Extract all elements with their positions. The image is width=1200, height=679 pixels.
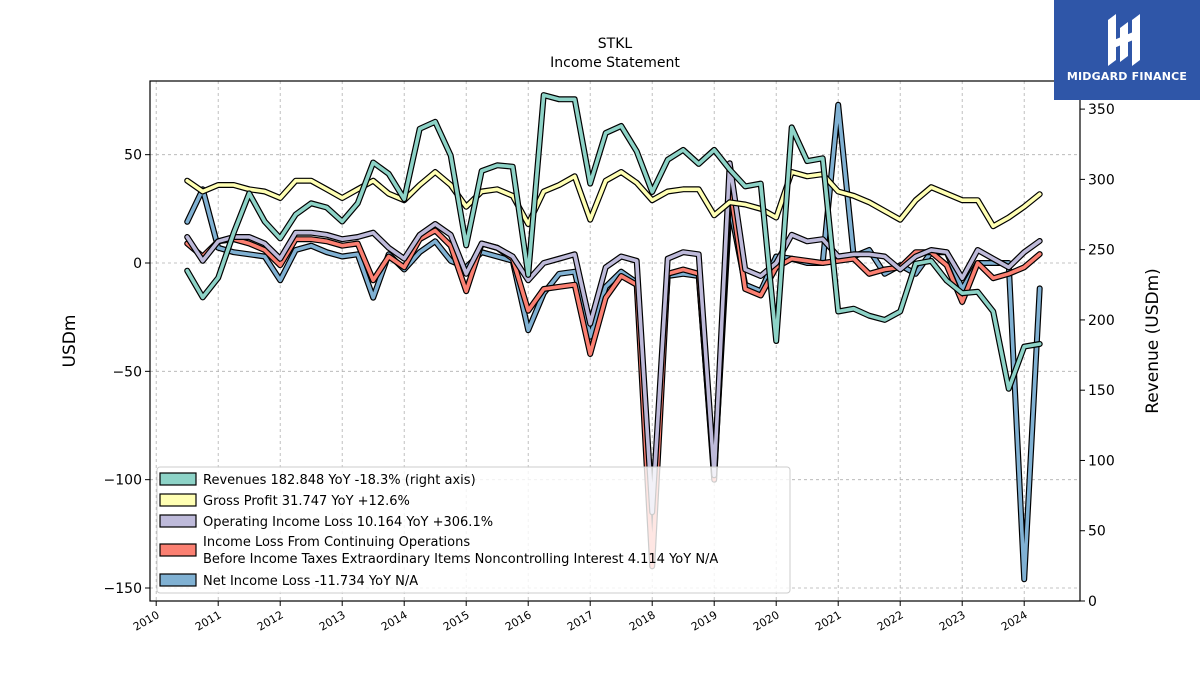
y-tick-label-right: 350 (1088, 102, 1115, 118)
series-line-gross-profit (185, 170, 1042, 228)
series-line-operating-income-loss (185, 161, 1042, 515)
x-tick-label: 2020 (751, 608, 782, 633)
x-tick-label: 2014 (379, 608, 410, 633)
legend-label: Gross Profit 31.747 YoY +12.6% (203, 494, 410, 509)
x-tick-label: 2010 (131, 608, 162, 633)
plot-frame (149, 80, 1081, 602)
chart-subtitle: Income Statement (550, 55, 680, 71)
series-outline-gross-profit (184, 169, 1043, 230)
x-tick-label: 2011 (193, 608, 224, 633)
x-tick-label: 2013 (317, 608, 348, 633)
x-tick-label: 2012 (255, 608, 286, 633)
x-tick-label: 2022 (875, 608, 906, 633)
chart-title: STKL (598, 36, 633, 52)
y-tick-label-right: 200 (1088, 313, 1115, 329)
series-line-revenues (185, 93, 1042, 391)
series-outline-operating-income-loss (184, 160, 1043, 516)
x-tick-label: 2023 (937, 608, 968, 633)
y-tick-label-right: 0 (1088, 594, 1097, 610)
y-tick-label-left: 50 (124, 148, 142, 164)
x-tick-label: 2018 (627, 608, 658, 633)
legend-frame (156, 466, 791, 594)
brand-name: MIDGARD FINANCE (1066, 70, 1188, 83)
brand-logo: MIDGARD FINANCE (1054, 0, 1200, 100)
y-tick-label-left: −50 (112, 364, 142, 380)
grid-layer (150, 81, 1080, 601)
legend-swatch (159, 573, 197, 587)
x-tick-label: 2017 (565, 608, 596, 633)
y-axis-label-right: Revenue (USDm) (1143, 268, 1163, 414)
y-tick-label-left: −100 (104, 473, 142, 489)
legend-swatch (159, 514, 197, 528)
y-axis-label-left: USDm (60, 315, 80, 368)
legend: Revenues 182.848 YoY -18.3% (right axis)… (156, 466, 791, 594)
legend-label: Revenues 182.848 YoY -18.3% (right axis) (203, 473, 476, 488)
y-tick-label-left: −150 (104, 581, 142, 597)
legend-label: Net Income Loss -11.734 YoY N/A (203, 574, 418, 589)
y-tick-label-right: 300 (1088, 172, 1115, 188)
x-tick-label: 2024 (999, 608, 1030, 633)
y-tick-label-right: 50 (1088, 524, 1106, 540)
legend-swatch (159, 493, 197, 507)
x-tick-label: 2015 (441, 608, 472, 633)
y-tick-label-left: 0 (133, 256, 142, 272)
y-tick-label-right: 100 (1088, 453, 1115, 469)
legend-swatch (159, 472, 197, 486)
legend-label-line2: Before Income Taxes Extraordinary Items … (203, 552, 718, 567)
y-tick-label-right: 150 (1088, 383, 1115, 399)
y-tick-label-right: 250 (1088, 243, 1115, 259)
legend-swatch (159, 543, 197, 557)
series-layer (184, 92, 1043, 583)
x-tick-label: 2019 (689, 608, 720, 633)
legend-label: Income Loss From Continuing Operations (203, 535, 470, 550)
x-tick-label: 2021 (813, 608, 844, 633)
brand-mark-icon (1108, 14, 1140, 66)
x-tick-label: 2016 (503, 608, 534, 633)
legend-label: Operating Income Loss 10.164 YoY +306.1% (203, 515, 493, 530)
